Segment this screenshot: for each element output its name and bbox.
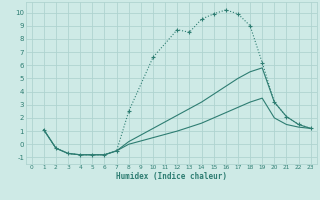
X-axis label: Humidex (Indice chaleur): Humidex (Indice chaleur) <box>116 172 227 181</box>
